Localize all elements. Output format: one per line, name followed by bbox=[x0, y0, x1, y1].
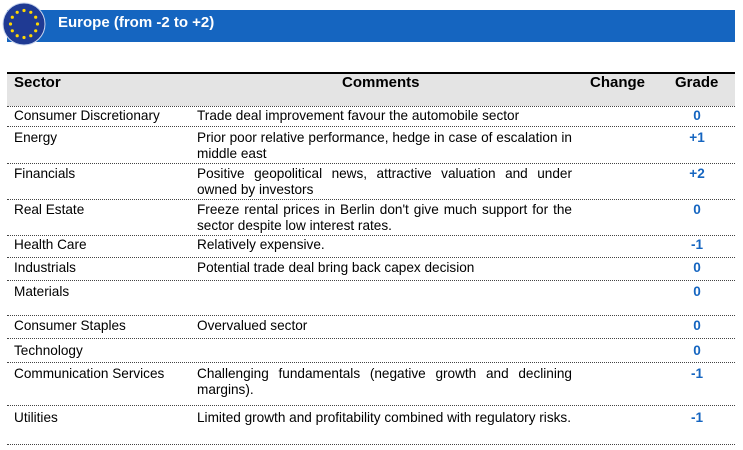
grade-cell: -1 bbox=[690, 237, 704, 252]
row-divider bbox=[7, 315, 735, 316]
grade-cell: 0 bbox=[693, 343, 701, 358]
eu-flag-icon bbox=[2, 2, 46, 46]
sector-cell: Energy bbox=[14, 130, 58, 145]
grade-cell: +1 bbox=[689, 130, 705, 145]
page-title: Europe (from -2 to +2) bbox=[58, 14, 215, 31]
sector-cell: Technology bbox=[14, 343, 83, 358]
grade-cell: -1 bbox=[690, 366, 704, 381]
comment-cell: Trade deal improvement favour the automo… bbox=[197, 108, 520, 123]
sector-cell: Financials bbox=[14, 166, 76, 181]
row-divider bbox=[7, 362, 735, 363]
comment-cell: Prior poor relative performance, hedge i… bbox=[197, 130, 572, 161]
sector-cell: Materials bbox=[14, 284, 70, 299]
sector-cell: Consumer Discretionary bbox=[14, 108, 160, 123]
grade-cell: 0 bbox=[693, 260, 701, 275]
comment-cell: Freeze rental prices in Berlin don't giv… bbox=[197, 202, 572, 233]
row-divider bbox=[7, 163, 735, 164]
title-banner bbox=[7, 10, 735, 42]
row-divider bbox=[7, 405, 735, 406]
column-header-comments: Comments bbox=[342, 74, 420, 91]
sector-cell: Real Estate bbox=[14, 202, 85, 217]
comment-cell: Potential trade deal bring back capex de… bbox=[197, 260, 475, 275]
grade-cell: +2 bbox=[689, 166, 705, 181]
sector-cell: Health Care bbox=[14, 237, 87, 252]
row-divider bbox=[7, 257, 735, 258]
table-header bbox=[7, 72, 735, 106]
sector-cell: Consumer Staples bbox=[14, 318, 126, 333]
grade-cell: 0 bbox=[693, 108, 701, 123]
row-divider bbox=[7, 444, 735, 445]
comment-cell: Overvalued sector bbox=[197, 318, 308, 333]
row-divider bbox=[7, 199, 735, 200]
comment-cell: Positive geopolitical news, attractive v… bbox=[197, 166, 572, 197]
row-divider bbox=[7, 106, 735, 107]
sector-cell: Industrials bbox=[14, 260, 76, 275]
comment-cell: Challenging fundamentals (negative growt… bbox=[197, 366, 572, 397]
grade-cell: 0 bbox=[693, 318, 701, 333]
row-divider bbox=[7, 338, 735, 339]
column-header-change: Change bbox=[590, 74, 646, 91]
sector-cell: Communication Services bbox=[14, 366, 165, 381]
row-divider bbox=[7, 126, 735, 127]
grade-cell: -1 bbox=[690, 410, 704, 425]
grade-cell: 0 bbox=[693, 202, 701, 217]
column-header-sector: Sector bbox=[14, 74, 61, 91]
row-divider bbox=[7, 235, 735, 236]
grade-cell: 0 bbox=[693, 284, 701, 299]
row-divider bbox=[7, 280, 735, 281]
sector-cell: Utilities bbox=[14, 410, 58, 425]
comment-cell: Limited growth and profitability combine… bbox=[197, 410, 571, 425]
header-divider bbox=[7, 72, 735, 74]
comment-cell: Relatively expensive. bbox=[197, 237, 325, 252]
column-header-grade: Grade bbox=[675, 74, 719, 91]
